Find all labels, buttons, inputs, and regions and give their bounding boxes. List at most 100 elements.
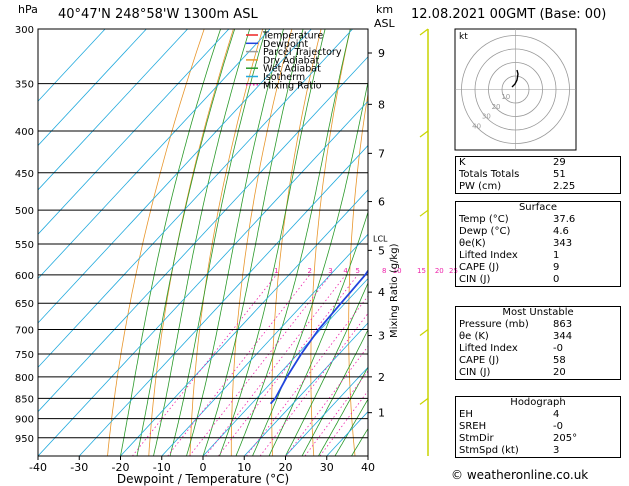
index-value: -0 [553,343,563,354]
section-title: Most Unstable [502,307,574,318]
isotherm [38,29,271,280]
x-tick-label: 10 [237,461,251,474]
km-tick-label: 4 [378,286,385,299]
mixing-ratio-label: 25 [449,267,458,275]
table-row: EH 4 [456,409,621,421]
index-value: 1 [553,250,560,261]
wet-adiabat [136,29,236,456]
pressure-label: 650 [15,299,34,310]
pressure-label: 700 [15,326,34,337]
legend-entry: Temperature [262,31,323,42]
hodograph-label: kt [459,32,468,42]
index-label: θe (K) [459,331,489,342]
hodograph-ring-label: 30 [482,113,491,121]
x-tick-label: 40 [361,461,375,474]
surface-table: Surface Temp (°C) 37.6 Dewp (°C) 4.6 θe(K) 343… [455,201,621,287]
table-row: Totals Totals 51 [456,169,621,181]
legend-entry: Parcel Trajectory [263,47,342,58]
isotherm [78,144,368,456]
dry-adiabat [421,29,438,456]
mixing-ratio-label: 4 [343,267,348,275]
dry-adiabat [230,29,293,456]
plot-frame [37,28,369,457]
x-tick-label: 30 [320,461,334,474]
isotherm [161,233,368,456]
index-label: CAPE (J) [459,262,500,273]
x-axis-title: Dewpoint / Temperature (°C) [117,472,289,486]
table-row: Temp (°C) 37.6 [456,214,621,226]
index-value: 344 [553,331,573,342]
index-label: Lifted Index [459,250,518,261]
isotherm [120,189,368,456]
isotherm [38,56,368,413]
wind-barb [419,329,429,336]
index-label: SREH [459,421,487,432]
index-value: 20 [553,367,566,378]
x-tick-label: -40 [29,461,47,474]
legend-entry: Isotherm [263,72,305,83]
dry-adiabat [385,29,409,456]
lcl-label: LCL [373,234,388,243]
index-label: StmDir [459,433,494,444]
dry-adiabat [107,29,205,456]
indices-table: K 29 Totals Totals 51 PW (cm) 2.25 [455,156,621,194]
x-tick-label: -10 [153,461,171,474]
series-dewpoint [269,269,368,405]
pressure-label: 600 [15,271,34,282]
wind-barb [419,130,429,138]
table-row: K 29 [456,157,621,170]
pressure-label: 300 [15,25,34,36]
hodograph-ring-label: 20 [492,103,501,111]
index-label: CIN (J) [459,367,491,378]
hodograph-ring-label: 10 [501,93,510,101]
mixing-ratio-label: 1 [274,267,278,275]
index-value: 0 [553,274,560,285]
pressure-label: 900 [15,415,34,426]
mixing-ratio-label: 5 [356,267,360,275]
pressure-label: 850 [15,394,34,405]
mixing-ratio-line [246,295,368,456]
datetime-title: 12.08.2021 00GMT (Base: 00) [411,7,607,22]
pressure-label: 950 [15,434,34,445]
wet-adiabat [301,329,368,456]
legend-entry: Mixing Ratio [263,80,322,91]
isotherm [38,29,312,324]
index-value: 29 [553,157,566,168]
mixing-ratio-label: 2 [308,267,312,275]
index-label: Lifted Index [459,343,518,354]
table-row: CAPE (J) 9 [456,262,621,274]
index-value: -0 [553,421,563,432]
km-tick-label: 5 [378,244,385,257]
table-row: PW (cm) 2.25 [456,181,621,194]
table-row: Pressure (mb) 863 [456,319,621,331]
table-row: CIN (J) 0 [456,274,621,287]
table-row: SREH -0 [456,421,621,433]
hodograph-trace [511,69,519,88]
most-unstable-table: Most Unstable Pressure (mb) 863 θe (K) 344 Li… [455,306,621,380]
table-row: Hodograph [456,397,621,410]
index-value: 37.6 [553,214,576,225]
km-tick-label: 9 [378,47,385,60]
km-tick-label: 6 [378,196,385,209]
x-tick-label: 0 [200,461,207,474]
table-row: Lifted Index 1 [456,250,621,262]
isotherm [38,29,188,191]
km-tick-label: 7 [378,147,385,160]
mixing-ratio-label: 3 [328,267,332,275]
table-row: CIN (J) 20 [456,367,621,380]
wind-barb [419,209,429,217]
mixing-ratio-line [132,274,277,456]
x-tick-label: -30 [70,461,88,474]
wet-adiabat [120,29,221,456]
mixing-ratio-line [304,370,368,456]
km-tick-label: 2 [378,371,385,384]
isotherm [38,29,353,368]
index-label: Temp (°C) [459,214,509,225]
index-value: 4.6 [553,226,569,237]
index-label: CAPE (J) [459,355,500,366]
credit: © weatheronline.co.uk [451,468,589,482]
km-tick-label: 1 [378,407,385,420]
km-tick-label: 8 [378,98,385,111]
pressure-label: 750 [15,350,34,361]
isotherm [202,277,368,456]
